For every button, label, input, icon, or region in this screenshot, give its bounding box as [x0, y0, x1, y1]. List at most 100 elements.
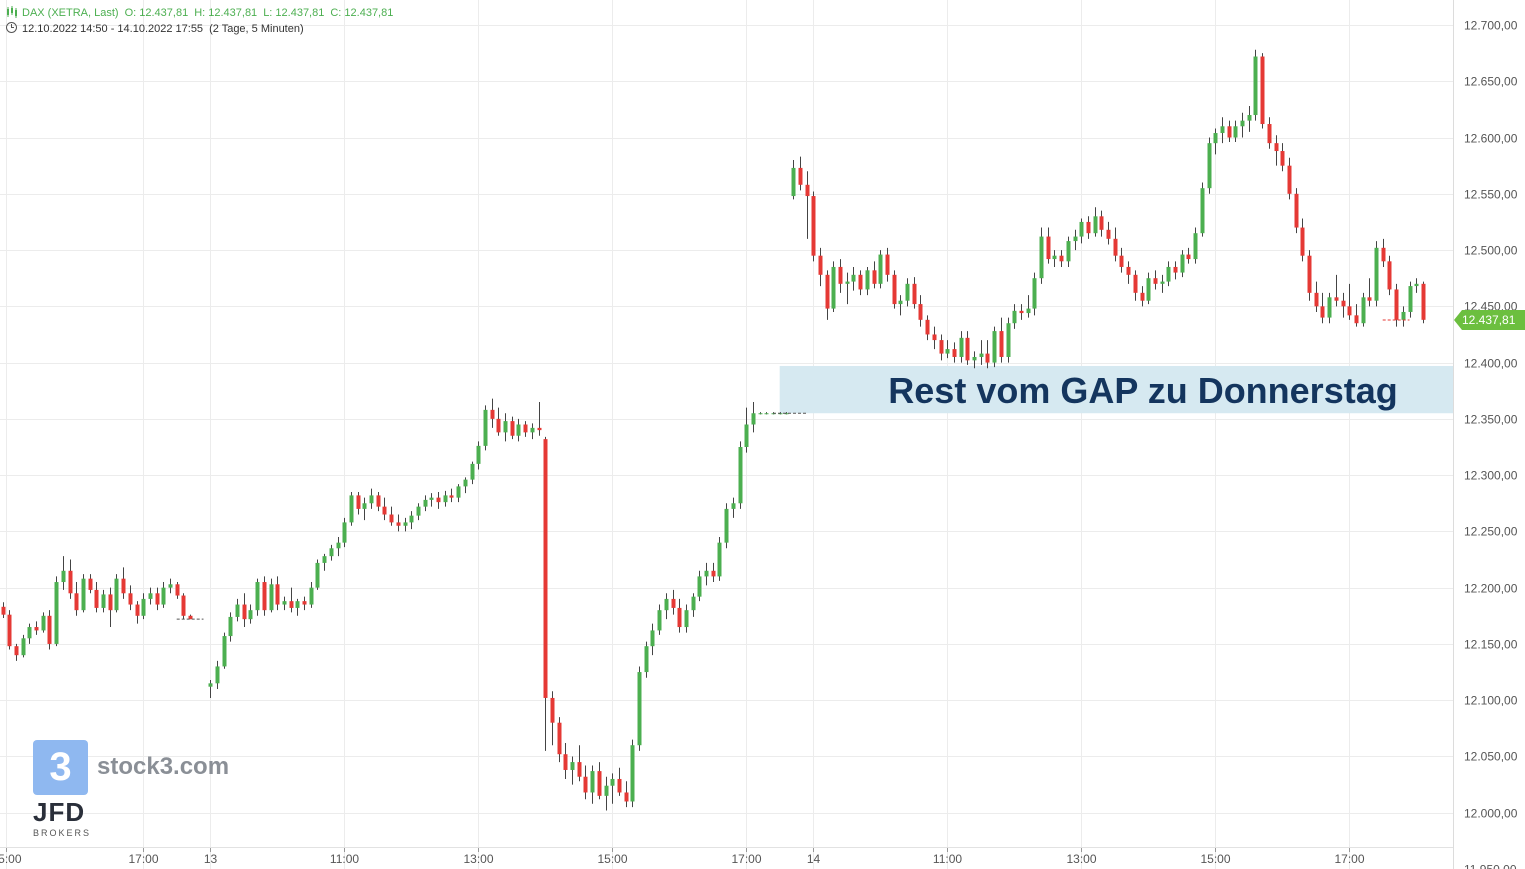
candle-up — [1166, 261, 1171, 287]
candle-up — [409, 511, 414, 530]
candle-body — [222, 636, 227, 667]
candle-down — [1274, 135, 1279, 166]
jfd-logo: JFD — [33, 797, 86, 827]
candle-up — [476, 441, 481, 470]
candle-up — [992, 326, 997, 368]
candle-down — [932, 326, 937, 350]
candle-body — [329, 548, 334, 557]
candle-body — [74, 593, 79, 611]
price-tick-label: 12.050,00 — [1464, 750, 1518, 764]
candle-body — [215, 666, 220, 684]
candle-down — [912, 277, 917, 309]
candle-body — [811, 196, 816, 256]
candle-down — [1113, 227, 1118, 262]
candle-down — [1046, 227, 1051, 264]
candle-body — [644, 646, 649, 673]
candle-body — [1267, 124, 1272, 144]
candle-up — [1361, 292, 1366, 327]
candle-up — [168, 578, 173, 594]
candle-down — [356, 492, 361, 515]
candle-down — [1287, 157, 1292, 200]
candle-down — [1133, 270, 1138, 301]
candle-body — [248, 610, 253, 620]
candle-down — [175, 582, 180, 599]
candle-up — [54, 576, 59, 647]
candle-body — [1220, 126, 1225, 134]
candle-body — [604, 785, 609, 796]
candle-body — [557, 722, 562, 755]
candle-body — [275, 584, 280, 605]
low-value: L: 12.437,81 — [263, 7, 325, 19]
candle-up — [235, 598, 240, 622]
candle-body — [1079, 221, 1084, 237]
candle-body — [121, 578, 126, 594]
gap-band — [779, 365, 1453, 414]
candle-up — [1240, 112, 1245, 138]
candle-body — [1026, 308, 1031, 314]
candle-up — [1073, 229, 1078, 251]
candle-down — [523, 421, 528, 437]
candle-up — [878, 250, 883, 289]
candle-body — [610, 778, 615, 786]
candle-body — [590, 771, 595, 793]
candle-body — [356, 495, 361, 509]
candle-body — [1314, 292, 1319, 307]
candle-body — [168, 584, 173, 588]
candle-up — [731, 497, 736, 518]
candle-down — [496, 407, 501, 436]
candle-down — [711, 562, 716, 583]
time-tick-label: 15:00 — [0, 852, 22, 866]
candle-body — [1200, 188, 1205, 234]
candle-body — [1347, 306, 1352, 316]
candle-down — [1347, 283, 1352, 320]
candle-down — [68, 559, 73, 599]
candle-body — [88, 578, 93, 590]
candle-down — [1387, 255, 1392, 296]
candle-body — [697, 576, 702, 597]
candle-up — [269, 578, 274, 613]
candle-up — [851, 266, 856, 291]
candle-down — [436, 492, 441, 509]
candle-body — [516, 424, 521, 436]
candle-up — [1247, 106, 1252, 132]
candle-body — [94, 589, 99, 608]
candle-body — [677, 607, 682, 628]
candle-body — [1240, 120, 1245, 127]
instrument-symbol[interactable]: DAX (XETRA, Last) — [22, 7, 119, 19]
time-tick-label: 17:00 — [731, 852, 761, 866]
candle-body — [992, 331, 997, 363]
open-value: O: 12.437,81 — [124, 7, 189, 19]
candle-up — [1220, 117, 1225, 144]
candle-body — [235, 604, 240, 617]
candle-body — [704, 570, 709, 577]
candle-body — [1146, 278, 1151, 301]
candle-up — [41, 612, 46, 633]
candle-up — [222, 632, 227, 669]
candle-up — [1146, 272, 1151, 305]
instrument-header: DAX (XETRA, Last) O: 12.437,81 H: 12.437,8… — [6, 6, 393, 20]
candle-up — [456, 484, 461, 503]
stock3-logo — [33, 740, 88, 795]
candle-up — [1200, 182, 1205, 237]
candle-down — [1086, 216, 1091, 239]
candles-icon — [7, 6, 17, 18]
candle-up — [764, 412, 769, 415]
candle-body — [1361, 297, 1366, 324]
candle-body — [1166, 266, 1171, 282]
candle-body — [470, 463, 475, 480]
candle-up — [865, 266, 870, 296]
candle-body — [1341, 300, 1346, 307]
candle-up — [27, 623, 32, 644]
candle-body — [523, 424, 528, 433]
candle-body — [262, 582, 267, 611]
candle-down — [805, 171, 810, 239]
candle-body — [510, 421, 515, 436]
candle-body — [1381, 247, 1386, 262]
candle-body — [838, 266, 843, 284]
candle-body — [135, 604, 140, 616]
candle-up — [845, 272, 850, 305]
candle-up — [724, 503, 729, 549]
candle-down — [965, 331, 970, 365]
candle-up — [570, 756, 575, 785]
